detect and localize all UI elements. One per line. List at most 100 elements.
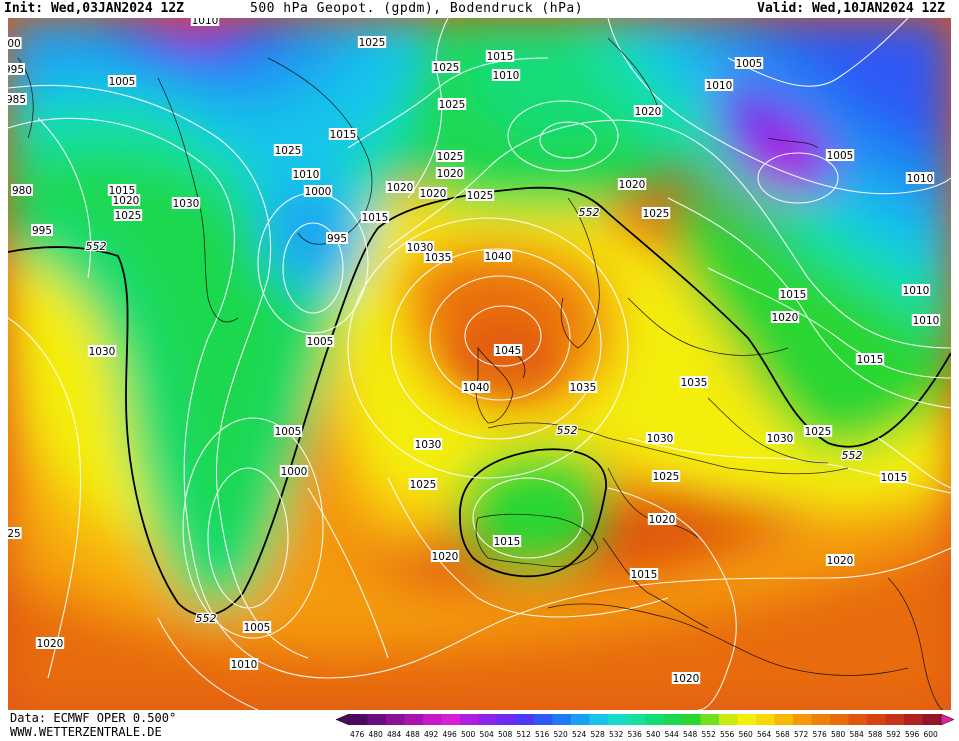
legend-swatch [608,714,627,725]
isobar-label-text: 1025 [410,479,437,491]
isobar-label: 1030 [645,432,675,445]
legend-tick-label: 488 [406,730,421,739]
isobar-label: 985 [8,93,27,106]
weather-map: 1010102510151010102510051005101010201025… [8,18,951,710]
isobar-label: 1020 [633,105,663,118]
legend-tick-label: 536 [628,730,643,739]
isobar-label-text: 1035 [681,377,708,389]
isobar-label: 1040 [483,250,513,263]
isobar-label: 1020 [430,550,460,563]
legend-tick-label: 592 [887,730,902,739]
legend-swatch [534,714,553,725]
isobar-label-text: 1000 [305,186,332,198]
legend-swatch [515,714,535,725]
isobar-label: 1020 [770,311,800,324]
isobar-label-text: 980 [12,185,32,197]
isobar-label: 1010 [905,172,935,185]
isobar-label: 995 [31,224,53,237]
isobar-label: 1005 [242,621,272,634]
isobar-label-text: 1020 [420,188,447,200]
isobar-label: 1015 [629,568,659,581]
isobar-label-text: 985 [8,94,26,106]
isobar-label: 1015 [328,128,358,141]
isobar-label: 1010 [704,79,734,92]
legend-tick-label: 576 [813,730,828,739]
isobar-label: 1020 [385,181,415,194]
isobar-label: 1025 [435,150,465,163]
isobar-label-text: 1000 [281,466,308,478]
isobar-label: 1000 [303,185,333,198]
isobar-label-text: 1025 [275,145,302,157]
isobar-label: 1025 [437,98,467,111]
isobar-label-text: 1025 [805,426,832,438]
legend-tick-label: 504 [480,730,495,739]
isobar-label: 1020 [825,554,855,567]
legend-tick-label: 492 [424,730,439,739]
legend-tick-label: 568 [776,730,791,739]
isobar-label: 1010 [901,284,931,297]
isobar-lines [8,18,951,710]
isobar-label: 1015 [492,535,522,548]
legend-tick-label: 560 [739,730,754,739]
isobar-label-text: 1015 [857,354,884,366]
geopotential-label: 552 [86,240,107,253]
geopotential-label: 552 [557,424,578,437]
isobar-label: 1030 [171,197,201,210]
isobar-label: 00 [8,37,22,50]
isobar-label: 1040 [461,381,491,394]
isobar-label-text: 1020 [772,312,799,324]
legend-tick-label: 532 [609,730,624,739]
geopotential-field [8,18,951,710]
isobar-label: 1015 [778,288,808,301]
isobar-label-text: 1015 [487,51,514,63]
isobar-label-text: 1015 [330,129,357,141]
isobar-label: 1025 [357,36,387,49]
isobar-label: 1010 [491,69,521,82]
isobar-label: 1035 [568,381,598,394]
geopotential-label: 552 [579,206,600,219]
legend-swatch [793,714,812,725]
isobar-label: 1025 [273,144,303,157]
legend-tick-label: 548 [683,730,698,739]
legend-swatch [497,714,516,725]
legend-tick-label: 520 [554,730,569,739]
isobar-label: 1010 [911,314,941,327]
isobar-label: 1005 [273,425,303,438]
isobar-label-text: 1020 [437,168,464,180]
legend-tick-label: 552 [702,730,717,739]
map-header: Init: Wed,03JAN2024 12Z 500 hPa Geopot. … [0,0,959,18]
isobar-label-text: 1020 [113,195,140,207]
legend-swatch [460,714,479,725]
isobar-label-text: 1020 [387,182,414,194]
isobar-label-text: 1030 [415,439,442,451]
isobar-label: 1020 [617,178,647,191]
isobar-label-text: 1040 [485,251,512,263]
legend-swatch [774,714,794,725]
legend-tick-label: 544 [665,730,680,739]
isobar-label: 1035 [679,376,709,389]
legend-swatch [830,714,849,725]
legend-tick-label: 556 [720,730,735,739]
isobar-label-text: 1025 [437,151,464,163]
isobar-label-text: 1005 [827,150,854,162]
website-credit: WWW.WETTERZENTRALE.DE [10,725,162,739]
isobar-label: 1035 [423,251,453,264]
legend-swatch [386,714,405,725]
isobar-label-text: 00 [8,38,21,50]
isobar-label: 1025 [465,189,495,202]
geopotential-label: 552 [196,612,217,625]
isobar-label: 1015 [485,50,515,63]
legend-tick-label: 588 [868,730,883,739]
isobar-label: 1025 [408,478,438,491]
isobar-label: 1010 [190,18,220,27]
isobar-label: 1045 [493,344,523,357]
isobar-label: 1025 [803,425,833,438]
isobar-label: 1020 [671,672,701,685]
isobar-label-text: 1025 [653,471,680,483]
legend-swatch [478,714,498,725]
isobar-label-text: 1030 [173,198,200,210]
isobar-label: 1000 [279,465,309,478]
isobar-label-text: 1015 [494,536,521,548]
legend-swatch [922,714,942,725]
isobar-label: 1030 [413,438,443,451]
